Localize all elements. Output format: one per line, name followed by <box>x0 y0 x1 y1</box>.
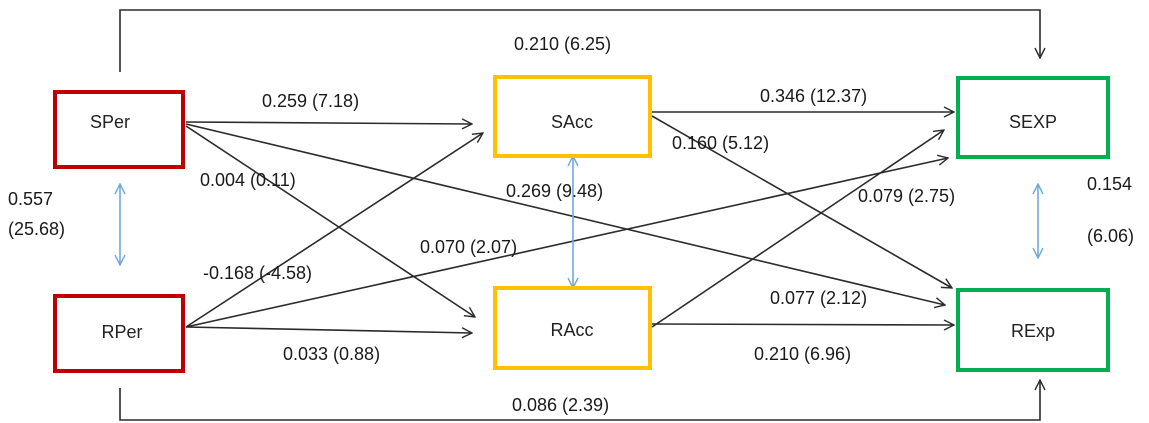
label-sper-racc: 0.004 (0.11) <box>200 170 296 190</box>
label-per-corr-value: 0.557 <box>8 189 53 209</box>
label-rper-sexp: 0.070 (2.07) <box>420 237 517 257</box>
label-exp-corr-value: 0.154 <box>1087 174 1132 194</box>
edge-sper-sacc <box>185 122 472 124</box>
edge-sper-sexp <box>119 9 1040 72</box>
node-rper-label: RPer <box>101 322 142 342</box>
label-sper-sexp: 0.210 (6.25) <box>514 34 611 54</box>
edge-rper-rexp <box>119 380 1040 421</box>
edge-sacc-rexp <box>651 115 952 288</box>
edge-rper-sexp <box>185 158 948 328</box>
node-sacc-label: SAcc <box>551 112 593 132</box>
node-racc: RAcc <box>493 286 652 370</box>
label-sper-sacc: 0.259 (7.18) <box>262 91 359 111</box>
label-per-corr-t: (25.68) <box>8 219 65 239</box>
label-sacc-rexp: 0.160 (5.12) <box>672 133 769 153</box>
node-sacc: SAcc <box>493 75 652 158</box>
label-rper-rexp: 0.086 (2.39) <box>512 395 609 415</box>
edge-rper-racc <box>185 326 472 333</box>
label-sper-rexp: 0.077 (2.12) <box>770 288 867 308</box>
node-rper: RPer <box>53 294 185 373</box>
node-sper-label: SPer <box>90 112 130 132</box>
node-sexp: SEXP <box>956 76 1110 159</box>
node-racc-label: RAcc <box>550 320 593 340</box>
node-rexp-label: RExp <box>1011 321 1055 341</box>
node-rexp: RExp <box>956 288 1110 372</box>
label-acc-corr: 0.269 (9.48) <box>506 181 603 201</box>
label-racc-sexp: 0.079 (2.75) <box>858 186 955 206</box>
node-sexp-label: SEXP <box>1009 112 1057 132</box>
edge-rper-sacc <box>185 133 483 328</box>
label-rper-sacc: -0.168 (-4.58) <box>203 263 312 283</box>
label-racc-rexp: 0.210 (6.96) <box>754 344 851 364</box>
edge-racc-sexp <box>651 130 944 328</box>
node-sper: SPer <box>53 90 185 169</box>
label-sacc-sexp: 0.346 (12.37) <box>760 86 867 106</box>
label-exp-corr-t: (6.06) <box>1087 226 1134 246</box>
label-rper-racc: 0.033 (0.88) <box>283 344 380 364</box>
edge-racc-rexp <box>651 324 954 325</box>
edge-sper-rexp <box>185 123 945 305</box>
edge-sper-racc <box>185 125 475 317</box>
